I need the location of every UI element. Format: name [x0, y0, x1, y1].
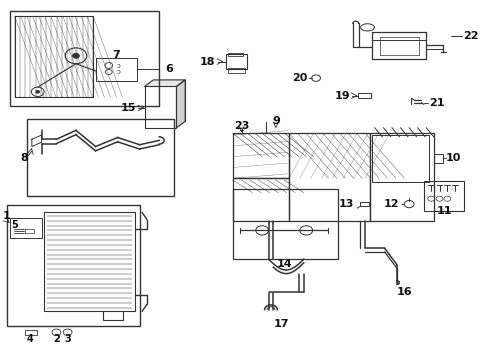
Text: 15: 15 — [121, 103, 136, 113]
Text: ɔ: ɔ — [117, 69, 121, 75]
Text: 20: 20 — [292, 73, 307, 83]
Text: 5: 5 — [11, 220, 18, 230]
Text: 3: 3 — [64, 334, 71, 345]
Bar — [233, 178, 289, 221]
Bar — [233, 189, 338, 259]
Bar — [25, 229, 34, 233]
Text: 19: 19 — [334, 91, 350, 101]
Bar — [370, 133, 434, 221]
Bar — [424, 181, 464, 211]
Text: 11: 11 — [436, 206, 452, 216]
Text: 7: 7 — [112, 50, 120, 60]
Bar — [226, 54, 247, 69]
Text: 13: 13 — [339, 199, 354, 209]
Text: 10: 10 — [446, 153, 461, 163]
Text: 4: 4 — [27, 334, 34, 345]
Bar — [228, 53, 243, 56]
Polygon shape — [176, 80, 185, 128]
Text: 17: 17 — [274, 319, 290, 329]
Bar — [289, 133, 370, 221]
Bar — [228, 68, 245, 73]
Text: 21: 21 — [429, 98, 444, 108]
Text: ɔ: ɔ — [117, 63, 121, 68]
Circle shape — [36, 90, 40, 93]
Polygon shape — [145, 80, 185, 86]
Text: 16: 16 — [396, 287, 412, 297]
Bar — [10, 218, 42, 238]
Text: 12: 12 — [384, 199, 399, 209]
Bar — [360, 202, 369, 206]
Circle shape — [73, 53, 79, 58]
Text: 23: 23 — [234, 121, 249, 131]
Bar — [434, 154, 443, 163]
Bar — [44, 212, 135, 311]
Bar — [27, 119, 174, 196]
Bar — [7, 205, 140, 326]
Text: 6: 6 — [165, 64, 173, 75]
Text: 9: 9 — [272, 116, 280, 126]
Bar — [145, 86, 176, 128]
Bar — [372, 135, 429, 182]
Text: 18: 18 — [200, 57, 216, 67]
Text: 8: 8 — [21, 153, 28, 163]
Text: 2: 2 — [53, 334, 60, 345]
Bar — [24, 330, 37, 335]
Bar — [358, 93, 371, 98]
Text: 14: 14 — [276, 258, 292, 269]
Text: 22: 22 — [463, 31, 479, 41]
Bar — [96, 58, 137, 81]
Bar — [233, 133, 289, 178]
Text: 1: 1 — [3, 211, 11, 221]
Bar — [10, 11, 159, 106]
